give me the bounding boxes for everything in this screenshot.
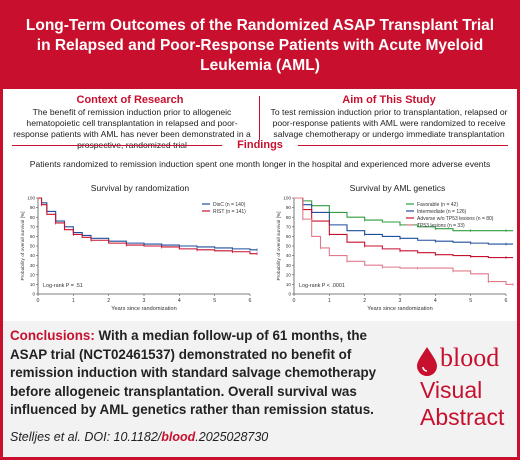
chart-survival-by-randomization: 0 10 20 30 40 50 60 70 80 90 100 0 1 2 3 4 5 6 Years since… [20, 196, 258, 312]
citation-prefix: Stelljes et al. DOI: 10.1182/ [10, 430, 162, 444]
series-line-0 [294, 197, 514, 232]
x-tick-label: 5 [469, 298, 472, 304]
citation-suffix: .2025028730 [195, 430, 269, 444]
series-line-1 [38, 197, 258, 255]
conclusion-label: Conclusions: [10, 328, 95, 343]
legend-label-3: TP53 lesions (n = 33) [417, 223, 465, 229]
x-tick-label: 1 [72, 298, 75, 304]
aim-text: To test remission induction prior to tra… [270, 107, 508, 139]
x-tick-label: 6 [249, 298, 252, 304]
y-tick-label: 60 [286, 234, 292, 239]
citation-journal: blood [161, 430, 196, 444]
visual-word: Visual [420, 377, 483, 403]
y-tick-label: 0 [32, 292, 35, 297]
y-tick-label: 90 [286, 205, 292, 210]
y-tick-label: 30 [30, 263, 36, 268]
conclusion-panel [3, 321, 517, 457]
header-banner: Long-Term Outcomes of the Randomized ASA… [3, 3, 517, 89]
y-tick-label: 70 [286, 224, 292, 229]
citation: Stelljes et al. DOI: 10.1182/blood.20250… [10, 430, 268, 444]
findings-rule-left [12, 145, 222, 146]
context-title: Context of Research [76, 94, 184, 106]
y-tick-label: 40 [30, 253, 36, 258]
findings-rule-right [298, 145, 508, 146]
y-tick-label: 20 [286, 272, 292, 277]
x-tick-label: 4 [434, 298, 437, 304]
section-divider [259, 96, 260, 140]
y-tick-label: 10 [286, 282, 292, 287]
x-tick-label: 5 [213, 298, 216, 304]
series-line-2 [294, 197, 514, 259]
chart-1-title: Survival by randomization [90, 183, 190, 193]
logrank-annotation: Log-rank P = .51 [43, 283, 83, 289]
y-tick-label: 60 [30, 234, 36, 239]
x-tick-label: 6 [505, 298, 508, 304]
y-tick-label: 40 [286, 253, 292, 258]
conclusion-text: Conclusions: With a median follow-up of … [10, 327, 396, 420]
legend-label-1: Intermediate (n = 126) [417, 209, 467, 215]
page-title: Long-Term Outcomes of the Randomized ASA… [25, 17, 495, 74]
series-line-3 [294, 197, 514, 285]
x-tick-label: 2 [363, 298, 366, 304]
blood-logo-text: blood [440, 343, 500, 372]
y-tick-label: 0 [288, 292, 291, 297]
x-tick-label: 1 [328, 298, 331, 304]
chart-2-title: Survival by AML genetics [349, 183, 446, 193]
x-axis-label: Years since randomization [111, 306, 176, 312]
chart-survival-by-genetics: 0 10 20 30 40 50 60 70 80 90 100 0 1 2 3 4 5 6 Years since… [276, 196, 514, 312]
y-axis-label: Probability of overall survival [%] [276, 211, 282, 280]
x-axis-label: Years since randomization [367, 306, 432, 312]
y-tick-label: 50 [30, 244, 36, 249]
x-tick-label: 2 [107, 298, 110, 304]
legend-label-0: Favorable (n = 42) [417, 202, 458, 208]
x-tick-label: 3 [399, 298, 402, 304]
x-tick-label: 0 [293, 298, 296, 304]
conclusion-body: With a median follow-up of 61 months, th… [10, 328, 377, 417]
x-tick-label: 0 [37, 298, 40, 304]
aim-title: Aim of This Study [342, 94, 436, 106]
blood-visual-abstract-logo: blood Visual Abstract [410, 343, 514, 445]
legend-label-2: Adverse w/o TP53 lesions (n = 80) [417, 216, 494, 222]
y-tick-label: 100 [27, 196, 35, 201]
findings-title: Findings [237, 139, 283, 151]
y-tick-label: 10 [30, 282, 36, 287]
y-tick-label: 30 [286, 263, 292, 268]
findings-subtitle: Patients randomized to remission inducti… [29, 159, 491, 169]
legend-label-0: DisC (n = 140) [213, 202, 246, 208]
x-tick-label: 4 [178, 298, 181, 304]
x-tick-label: 3 [143, 298, 146, 304]
y-axis-label: Probability of overall survival [%] [20, 211, 26, 280]
y-tick-label: 50 [286, 244, 292, 249]
y-tick-label: 90 [30, 205, 36, 210]
blood-drop-icon [417, 347, 437, 376]
y-tick-label: 80 [286, 215, 292, 220]
abstract-word: Abstract [420, 404, 505, 430]
y-tick-label: 20 [30, 272, 36, 277]
y-tick-label: 80 [30, 215, 36, 220]
y-tick-label: 70 [30, 224, 36, 229]
y-tick-label: 100 [283, 196, 291, 201]
logrank-annotation: Log-rank P < .0001 [299, 283, 345, 289]
legend-label-1: RIST (n = 141) [213, 209, 246, 215]
